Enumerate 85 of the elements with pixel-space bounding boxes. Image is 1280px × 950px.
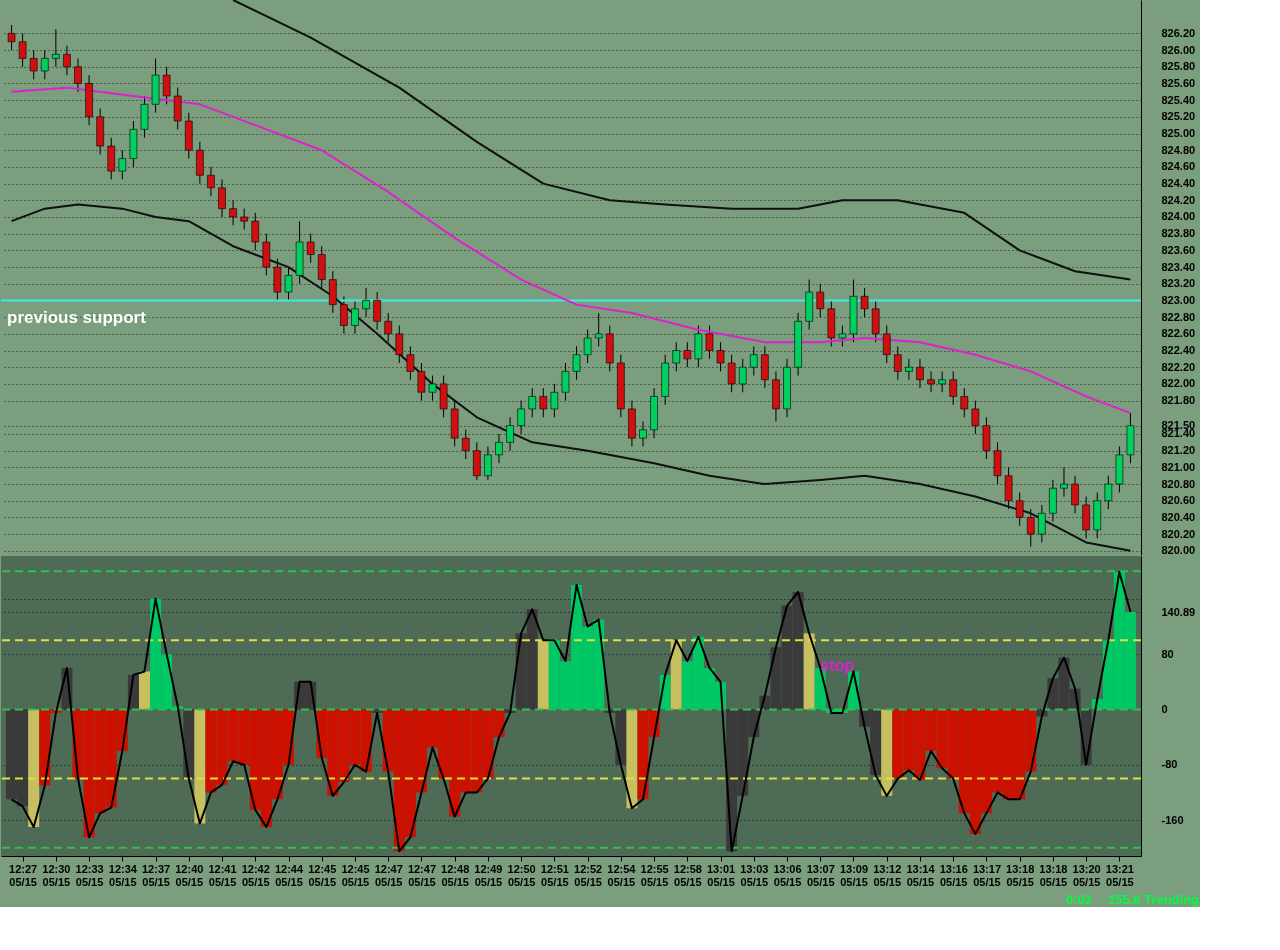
x-tick-label: 12:48 05/15 <box>441 862 470 888</box>
x-tick-label: 12:55 05/15 <box>640 862 669 888</box>
x-tick-label: 12:34 05/15 <box>108 862 138 888</box>
x-tick-label: 13:14 05/15 <box>906 862 936 888</box>
x-tick-label: 12:50 05/15 <box>507 862 536 888</box>
y-tick-label: 825.80 <box>1161 60 1196 73</box>
annotation: stop <box>820 656 855 674</box>
x-tick-label: 12:54 05/15 <box>607 862 637 888</box>
x-tick-label: 12:27 05/15 <box>9 862 38 888</box>
x-tick-label: 13:17 05/15 <box>972 862 1002 888</box>
x-tick-label: 12:49 05/15 <box>474 862 503 888</box>
y-tick-label: 821.20 <box>1161 444 1196 457</box>
y-tick-label: 825.40 <box>1161 93 1196 106</box>
x-tick-label: 13:06 05/15 <box>773 862 802 888</box>
x-tick-label: 13:03 05/15 <box>740 862 769 888</box>
candlestick <box>860 287 869 318</box>
y-tick-label: 822.40 <box>1161 344 1196 357</box>
x-tick-label: 12:47 05/15 <box>407 862 437 888</box>
x-tick-label: 12:30 05/15 <box>42 862 71 888</box>
y-tick-label: 820.00 <box>1161 544 1196 557</box>
x-tick-label: 12:52 05/15 <box>574 862 603 888</box>
x-tick-label: 12:47 05/15 <box>374 862 403 888</box>
x-tick-label: 12:44 05/15 <box>274 862 304 888</box>
y-tick-label: 823.40 <box>1161 260 1196 273</box>
x-tick-label: 12:58 05/15 <box>673 862 702 888</box>
x-tick-label: 12:37 05/15 <box>141 862 171 888</box>
y-tick-label: -160 <box>1161 813 1184 826</box>
line-series <box>10 203 1132 552</box>
bar <box>670 640 682 710</box>
y-tick-label: 824.60 <box>1161 160 1196 173</box>
x-tick-label: 13:18 05/15 <box>1006 862 1035 888</box>
y-tick-label: 825.00 <box>1161 127 1196 140</box>
x-tick-label: 13:01 05/15 <box>706 862 736 888</box>
x-tick-label: 12:45 05/15 <box>308 862 337 888</box>
x-tick-label: 12:51 05/15 <box>540 862 569 888</box>
y-tick-label: 823.00 <box>1161 293 1196 306</box>
y-tick-label: 823.20 <box>1161 277 1196 290</box>
y-tick-label: 824.20 <box>1161 193 1196 206</box>
bar <box>626 709 638 809</box>
bar <box>28 709 40 827</box>
bar <box>138 671 150 710</box>
x-tick-label: 13:18 05/15 <box>1039 862 1068 888</box>
y-tick-label: 826.20 <box>1161 26 1196 39</box>
y-tick-label: 140.89 <box>1161 605 1196 618</box>
y-tick-label: 820.60 <box>1161 494 1196 507</box>
line-series <box>10 86 1132 415</box>
x-tick-label: 13:20 05/15 <box>1072 862 1101 888</box>
y-tick-label: 823.80 <box>1161 227 1196 240</box>
y-tick-label: 822.80 <box>1161 310 1196 323</box>
x-tick-label: 13:09 05/15 <box>839 862 869 888</box>
y-tick-label: 825.60 <box>1161 76 1196 89</box>
x-tick-label: 13:12 05/15 <box>873 862 902 888</box>
y-tick-label: 825.20 <box>1161 110 1196 123</box>
y-tick-label: 824.80 <box>1161 143 1196 156</box>
y-tick-label: 821.00 <box>1161 460 1196 473</box>
bar <box>803 633 815 710</box>
y-tick-label: 822.20 <box>1161 360 1196 373</box>
ref-line-label: previous support <box>7 308 147 328</box>
y-tick-label: -80 <box>1161 758 1178 771</box>
bar <box>537 640 549 710</box>
bar <box>881 709 893 796</box>
y-tick-label: 824.00 <box>1161 210 1196 223</box>
line-series <box>232 0 1132 281</box>
x-tick-label: 13:16 05/15 <box>939 862 968 888</box>
y-tick-label: 80 <box>1161 647 1174 660</box>
x-tick-label: 12:45 05/15 <box>341 862 370 888</box>
y-tick-label: 824.40 <box>1161 177 1196 190</box>
y-tick-label: 822.00 <box>1161 377 1196 390</box>
y-tick-label: 826.00 <box>1161 43 1196 56</box>
y-tick-label: 823.60 <box>1161 243 1196 256</box>
y-tick-label: 0 <box>1161 702 1168 715</box>
x-tick-label: 12:33 05/15 <box>75 862 104 888</box>
x-tick-label: 13:21 05/15 <box>1105 862 1134 888</box>
text: 0:02 <box>1066 892 1093 907</box>
y-tick-label: 820.20 <box>1161 527 1196 540</box>
x-tick-label: 12:41 05/15 <box>208 862 237 888</box>
y-tick-label: 820.40 <box>1161 510 1196 523</box>
y-tick-label: 822.60 <box>1161 327 1196 340</box>
y-tick-label: 820.80 <box>1161 477 1196 490</box>
text: 155.6 Trending <box>1108 892 1200 907</box>
x-tick-label: 12:40 05/15 <box>175 862 204 888</box>
bar <box>194 709 206 824</box>
x-tick-label: 12:42 05/15 <box>241 862 270 888</box>
y-tick-label: 821.80 <box>1161 394 1196 407</box>
x-tick-label: 13:07 05/15 <box>806 862 835 888</box>
